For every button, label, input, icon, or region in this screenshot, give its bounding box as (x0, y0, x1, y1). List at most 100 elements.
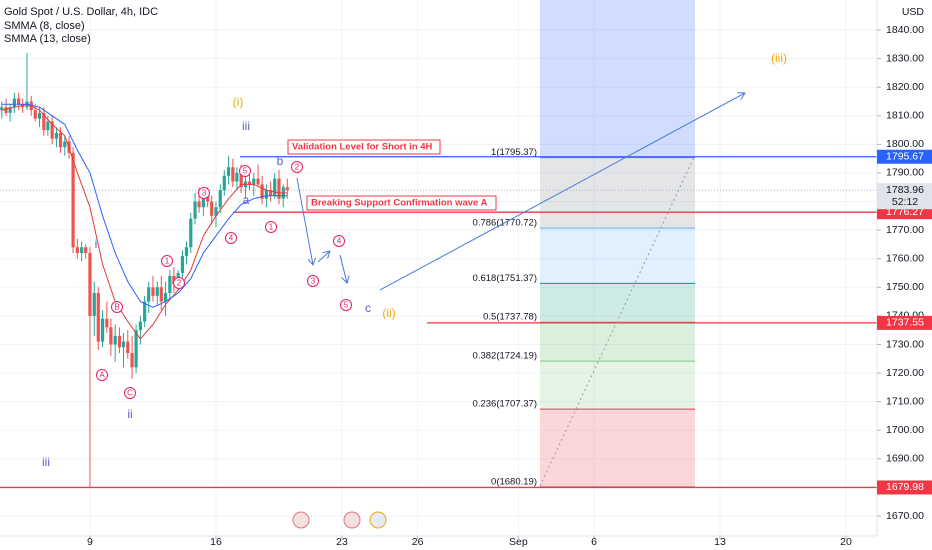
candle-body (134, 330, 138, 368)
candle-body (130, 353, 134, 368)
circled-label: 1 (165, 257, 170, 266)
overlays (1, 103, 288, 340)
candle-body (151, 287, 155, 296)
candle-body (80, 247, 84, 253)
circled-label: C (127, 389, 133, 398)
y-tick-label: 1800.00 (886, 138, 924, 150)
event-icons (292, 511, 387, 529)
candle-body (92, 293, 96, 316)
countdown: 52:12 (892, 196, 918, 208)
candle-body (126, 341, 130, 354)
candle-body (8, 107, 12, 113)
circled-marker (265, 221, 277, 233)
circled-marker (291, 161, 303, 173)
candle-body (247, 181, 252, 185)
candle-body (239, 172, 243, 188)
candle-body (201, 195, 205, 208)
x-tick-label: 16 (210, 536, 222, 548)
y-tick-label: 1760.00 (886, 252, 924, 264)
wave-label: iii (42, 455, 50, 469)
candle-body (231, 167, 235, 182)
price-badge-label: 1795.67 (886, 151, 924, 163)
circled-label: 4 (337, 237, 342, 246)
candle-body (17, 98, 21, 105)
drawings (292, 93, 745, 529)
wave-arrow (296, 177, 313, 265)
candle-body (138, 321, 142, 331)
y-tick-label: 1810.00 (886, 110, 924, 122)
candle-body (58, 132, 63, 148)
y-tick-label: 1720.00 (886, 367, 924, 379)
fib-band (540, 228, 695, 284)
candle-body (218, 190, 222, 208)
price-lines (0, 156, 877, 489)
trend-arrow (379, 93, 745, 291)
note-box (287, 139, 441, 155)
candle-body (184, 247, 189, 256)
candle-body (12, 98, 16, 108)
candle-body (214, 207, 218, 216)
circled-marker (239, 165, 251, 177)
fib-band (540, 409, 695, 487)
candle-body (4, 107, 8, 113)
fib-diagonal (539, 154, 696, 487)
y-tick-label: 1690.00 (886, 453, 924, 465)
target-zone (540, 0, 695, 156)
candle-body (121, 341, 126, 348)
fib-retracement: 1(1795.37)0.786(1770.72)0.618(1751.37)0.… (473, 0, 695, 487)
candle-body (197, 201, 201, 208)
candle-body (117, 335, 122, 348)
candle-body (189, 218, 193, 248)
current-price-label: 1783.96 (886, 184, 924, 196)
fib-label: 0.618(1751.37) (473, 273, 537, 284)
y-tick-label: 1750.00 (886, 281, 924, 293)
candle-body (252, 178, 256, 185)
x-tick-label: 26 (412, 536, 424, 548)
x-tick-label: 20 (840, 536, 852, 548)
x-tick-label: Sep (509, 536, 528, 548)
circled-marker (161, 255, 173, 267)
price-badge (877, 315, 932, 330)
wave-label: (ii) (382, 306, 395, 320)
y-tick-label: 1710.00 (886, 395, 924, 407)
circled-label: 5 (243, 167, 248, 176)
candle-body (222, 175, 226, 191)
note-box (306, 195, 497, 211)
fib-band (540, 283, 695, 323)
fib-label: 1(1795.37) (491, 147, 537, 158)
candle-body (226, 167, 231, 176)
circled-label: 2 (177, 279, 182, 288)
wave-label: i (95, 237, 98, 251)
price-axis-bg (877, 0, 932, 550)
event-icon (343, 511, 361, 529)
fib-band (540, 361, 695, 410)
candle-body (0, 107, 4, 111)
y-tick-label: 1790.00 (886, 167, 924, 179)
candles (0, 52, 289, 488)
y-tick-label: 1830.00 (886, 52, 924, 64)
fib-label: 0.5(1737.78) (483, 312, 537, 323)
event-icon (369, 511, 387, 529)
wave-arrow (317, 251, 330, 263)
candle-body (210, 201, 214, 216)
circled-label: A (99, 371, 105, 380)
circled-marker (124, 387, 136, 399)
candle-body (54, 132, 59, 139)
circled-label: 5 (344, 301, 349, 310)
fib-label: 0.382(1724.19) (473, 351, 537, 362)
fib-band (540, 157, 695, 229)
circled-marker (111, 301, 123, 313)
candle-body (285, 187, 289, 191)
x-tick-label: 23 (336, 536, 348, 548)
circled-marker (198, 187, 210, 199)
circled-marker (173, 277, 185, 289)
candle-body (206, 195, 210, 202)
y-tick-label: 1840.00 (886, 24, 924, 36)
y-tick-label: 1700.00 (886, 424, 924, 436)
y-tick-label: 1730.00 (886, 338, 924, 350)
legend-entry: SMMA (8, close) (4, 20, 85, 32)
candle-body (163, 293, 168, 302)
x-tick-label: 6 (591, 536, 597, 548)
candle-body (264, 190, 268, 199)
